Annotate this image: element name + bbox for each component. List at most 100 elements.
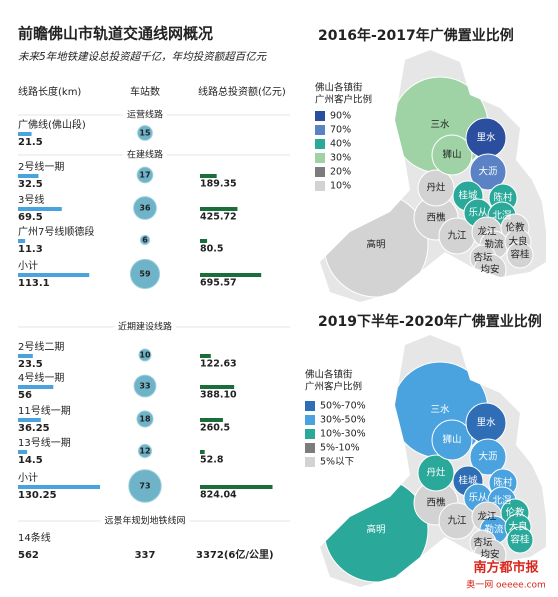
- length-value: 36.25: [18, 423, 50, 434]
- subtitle: 未来5年地铁建设总投资超千亿，年均投资额超百亿元: [18, 51, 268, 63]
- station-circle: [133, 374, 157, 398]
- legend-swatch: [315, 153, 325, 163]
- region-label: 大沥: [478, 166, 497, 178]
- region-label: 容桂: [510, 534, 530, 546]
- legend-label: 70%: [330, 125, 351, 136]
- station-circle: [139, 234, 151, 246]
- section-title: 近期建设线路: [118, 321, 172, 333]
- length-bar: [18, 385, 54, 389]
- length-value: 14.5: [18, 455, 43, 466]
- legend-label: 30%: [330, 153, 351, 164]
- legend-label: 90%: [330, 111, 351, 122]
- region-label: 北滘: [492, 496, 511, 507]
- region-label: 杏坛: [473, 252, 493, 264]
- length-bar: [18, 354, 33, 358]
- region-label: 狮山: [442, 435, 461, 446]
- legend-swatch: [305, 401, 315, 411]
- legend-swatch: [315, 125, 325, 135]
- length-bar: [18, 239, 26, 243]
- legend-swatch: [305, 457, 315, 467]
- investment-value: 52.8: [200, 455, 224, 466]
- row-name: 2号线一期: [18, 160, 64, 173]
- region-label: 大良: [508, 521, 528, 533]
- legend-title: 广州客户比例: [315, 94, 372, 106]
- station-value: 18: [139, 415, 151, 424]
- region-label: 大沥: [478, 451, 497, 463]
- region-label: 乐从: [468, 492, 488, 504]
- legend-label: 30%-50%: [320, 415, 366, 426]
- station-circle: [128, 469, 162, 503]
- station-value: 15: [139, 129, 151, 138]
- length-value: 130.25: [18, 490, 57, 501]
- station-circle: [136, 410, 154, 428]
- region-label: 三水: [430, 404, 450, 416]
- length-value: 21.5: [18, 137, 43, 148]
- region-label: 里水: [476, 417, 496, 429]
- region-label: 西樵: [426, 212, 446, 224]
- investment-bar: [200, 239, 208, 243]
- station-circle: [138, 348, 152, 362]
- legend-label: 50%-70%: [320, 401, 366, 412]
- length-value: 32.5: [18, 179, 43, 190]
- legend-label: 5%以下: [320, 457, 354, 468]
- region-label: 陈村: [493, 477, 513, 489]
- investment-bar: [200, 418, 223, 422]
- region-label: 丹灶: [426, 467, 446, 479]
- investment-value: 260.5: [200, 423, 230, 434]
- map-title: 2016年-2017年广佛置业比例: [318, 27, 514, 44]
- investment-bar: [200, 450, 205, 454]
- investment-value: 189.35: [200, 179, 237, 190]
- station-circle: [129, 258, 161, 290]
- map-regions: [323, 76, 534, 298]
- length-value: 11.3: [18, 244, 43, 255]
- region-label: 大良: [508, 236, 528, 248]
- investment-value: 824.04: [200, 490, 237, 501]
- station-value: 10: [139, 351, 151, 360]
- map-title: 2019下半年-2020年广佛置业比例: [318, 313, 542, 330]
- region: [431, 134, 473, 176]
- region: [469, 153, 507, 191]
- region-label: 西樵: [426, 497, 446, 509]
- region-label: 均安: [480, 549, 499, 561]
- investment-value: 3372(6亿/公里): [196, 548, 274, 561]
- region: [506, 526, 534, 554]
- region-label: 九江: [447, 230, 467, 242]
- logo: 南方都市报: [473, 560, 539, 576]
- header: 线路总投资额(亿元): [198, 85, 286, 98]
- region-label: 勒流: [484, 239, 504, 251]
- legend-swatch: [315, 111, 325, 121]
- region-label: 高明: [366, 524, 385, 536]
- row-name: 小计: [18, 259, 38, 272]
- station-circle: [136, 166, 154, 184]
- region-label: 均安: [480, 264, 499, 276]
- region-label: 龙江: [477, 226, 497, 238]
- header: 车站数: [130, 85, 160, 98]
- legend-swatch: [315, 167, 325, 177]
- legend-swatch: [315, 139, 325, 149]
- region: [417, 169, 455, 207]
- section-title: 在建线路: [127, 149, 163, 161]
- station-circle: [137, 125, 153, 141]
- length-value: 56: [18, 390, 32, 401]
- legend-swatch: [305, 429, 315, 439]
- legend-label: 20%: [330, 167, 351, 178]
- investment-value: 425.72: [200, 212, 237, 223]
- region: [469, 438, 507, 476]
- investment-bar: [200, 207, 238, 211]
- row-name: 广州7号线顺德段: [18, 225, 94, 238]
- row-name: 11号线一期: [18, 404, 71, 417]
- region-label: 桂城: [458, 190, 478, 202]
- station-circle: [133, 196, 157, 220]
- station-value: 59: [139, 270, 151, 279]
- region-label: 乐从: [468, 207, 488, 219]
- region-label: 丹灶: [426, 182, 446, 194]
- legend-label: 5%-10%: [320, 443, 360, 454]
- region: [431, 419, 473, 461]
- section-bg: [100, 514, 190, 527]
- region-label: 杏坛: [473, 537, 493, 549]
- region-label: 桂城: [458, 475, 478, 487]
- legend-label: 10%-30%: [320, 429, 366, 440]
- length-bar: [18, 485, 101, 489]
- length-bar: [18, 132, 32, 136]
- investment-bar: [200, 174, 217, 178]
